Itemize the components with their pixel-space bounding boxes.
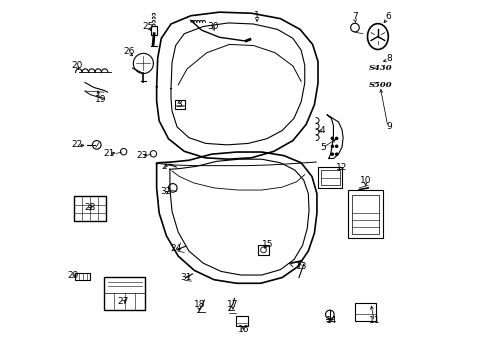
Text: 27: 27 [117,297,129,306]
Text: 19: 19 [94,95,106,104]
Text: 13: 13 [296,262,307,271]
Text: 8: 8 [386,54,392,63]
Text: 7: 7 [351,12,357,21]
Bar [258,244,268,255]
Text: 28: 28 [84,203,95,212]
Circle shape [330,137,333,139]
Text: 14: 14 [325,316,336,325]
Bar [235,316,247,326]
Text: 15: 15 [262,240,273,249]
Bar [104,277,145,310]
Text: S500: S500 [368,81,392,90]
Text: 11: 11 [368,316,379,325]
Text: 31: 31 [180,273,192,282]
Text: 9: 9 [386,122,392,131]
Bar [150,26,157,35]
Text: 21: 21 [103,149,114,158]
Text: 2: 2 [161,162,166,171]
Text: 32: 32 [160,187,172,196]
Text: 16: 16 [238,325,249,334]
Text: 4: 4 [319,126,325,135]
Bar [75,273,90,280]
Text: 17: 17 [227,300,238,309]
Circle shape [335,137,337,139]
Bar [347,190,382,238]
Text: 6: 6 [384,12,390,21]
Text: 10: 10 [359,176,371,185]
Circle shape [335,145,337,147]
Text: 26: 26 [123,47,134,56]
Text: 25: 25 [142,22,154,31]
Bar [320,170,339,185]
Bar [351,195,378,234]
Bar [174,100,185,109]
Text: 3: 3 [176,100,182,109]
Text: 5: 5 [319,143,325,152]
Text: 23: 23 [136,151,148,160]
Text: 22: 22 [71,140,82,149]
Text: 29: 29 [67,270,79,279]
Text: 18: 18 [194,300,205,309]
Text: 1: 1 [254,10,260,19]
Text: S430: S430 [368,64,392,72]
Bar [354,303,376,320]
Text: 24: 24 [170,244,181,253]
Circle shape [330,145,333,147]
Bar [317,167,342,188]
Circle shape [335,153,337,155]
Text: 30: 30 [207,22,218,31]
Bar [74,196,106,221]
Circle shape [330,153,333,155]
Text: 20: 20 [71,61,82,70]
Text: 12: 12 [335,163,346,172]
